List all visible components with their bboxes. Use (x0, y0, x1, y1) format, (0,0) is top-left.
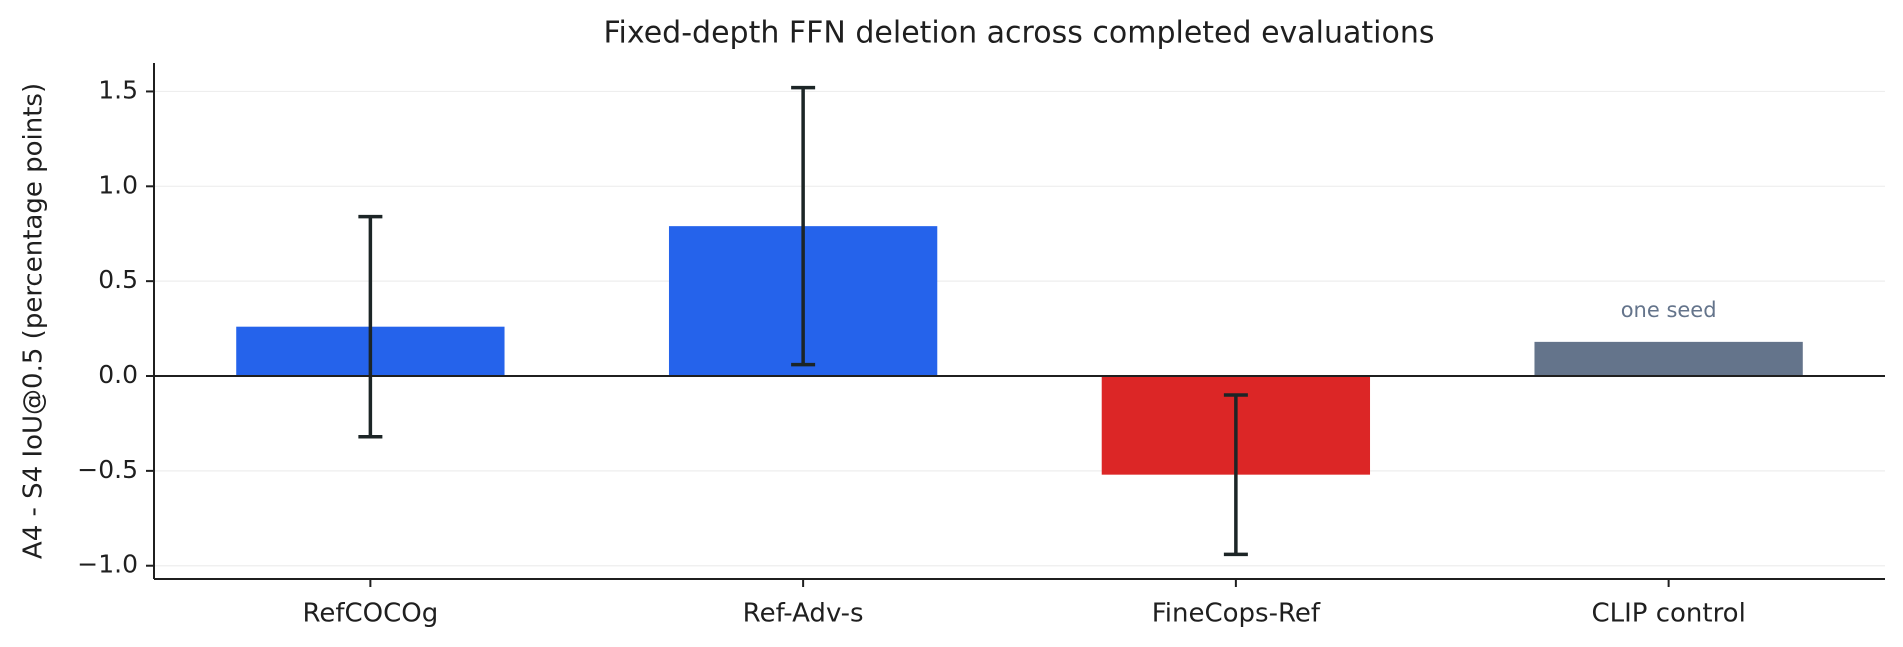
x-tick-label: Ref-Adv-s (743, 599, 864, 629)
y-axis-label: A4 - S4 IoU@0.5 (percentage points) (19, 83, 49, 559)
x-tick-label: CLIP control (1591, 599, 1745, 629)
y-tick-label: −1.0 (77, 550, 138, 579)
x-tick-label: RefCOCOg (302, 599, 438, 629)
y-tick-label: 1.0 (98, 170, 138, 199)
y-tick-label: 1.5 (98, 75, 138, 104)
x-tick-label: FineCops-Ref (1152, 599, 1321, 629)
y-tick-label: 0.0 (98, 360, 138, 389)
bar (1534, 341, 1803, 377)
chart-title: Fixed-depth FFN deletion across complete… (603, 16, 1434, 51)
y-tick-label: −0.5 (77, 455, 138, 484)
y-tick-label: 0.5 (98, 265, 138, 294)
annotation: one seed (1621, 298, 1717, 322)
